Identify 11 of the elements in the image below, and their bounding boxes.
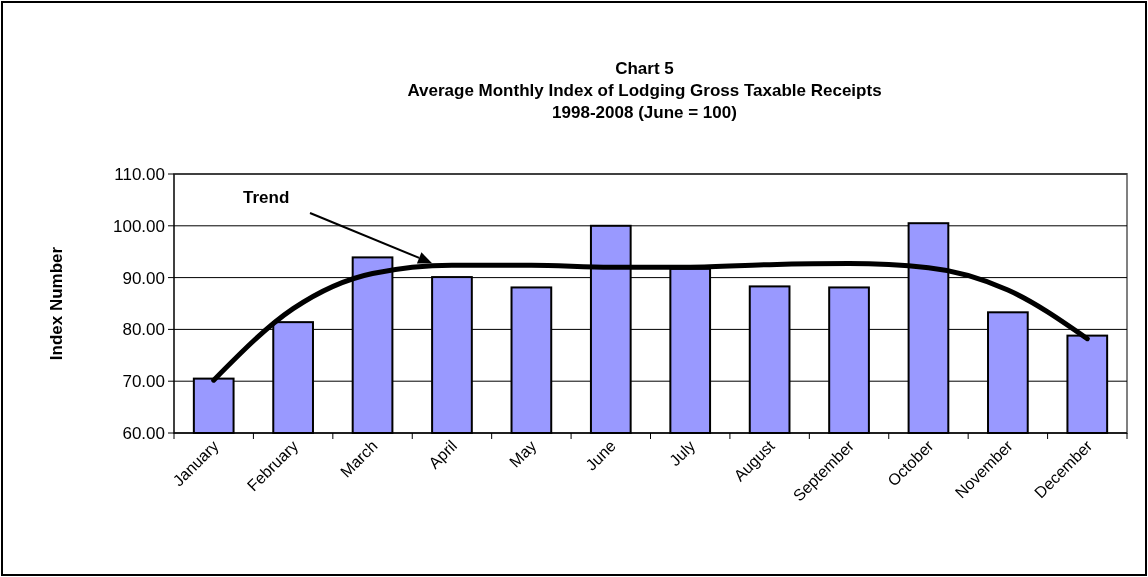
y-tick-label: 80.00 [122, 320, 165, 340]
x-tick-label: July [666, 437, 699, 470]
y-tick-label: 70.00 [122, 372, 165, 392]
chart-title: Chart 5 Average Monthly Index of Lodging Gross Taxable Receipts 1998-2008 (June = 100) [407, 59, 882, 122]
y-tick-label: 110.00 [114, 164, 165, 184]
y-axis-title: Index Number [47, 246, 66, 361]
y-tick-label: 90.00 [122, 268, 165, 288]
text: Trend [243, 188, 290, 207]
y-tick-label: 60.00 [122, 423, 165, 443]
y-tick-label: 100.00 [113, 216, 165, 236]
x-tick-label: May [506, 437, 540, 471]
